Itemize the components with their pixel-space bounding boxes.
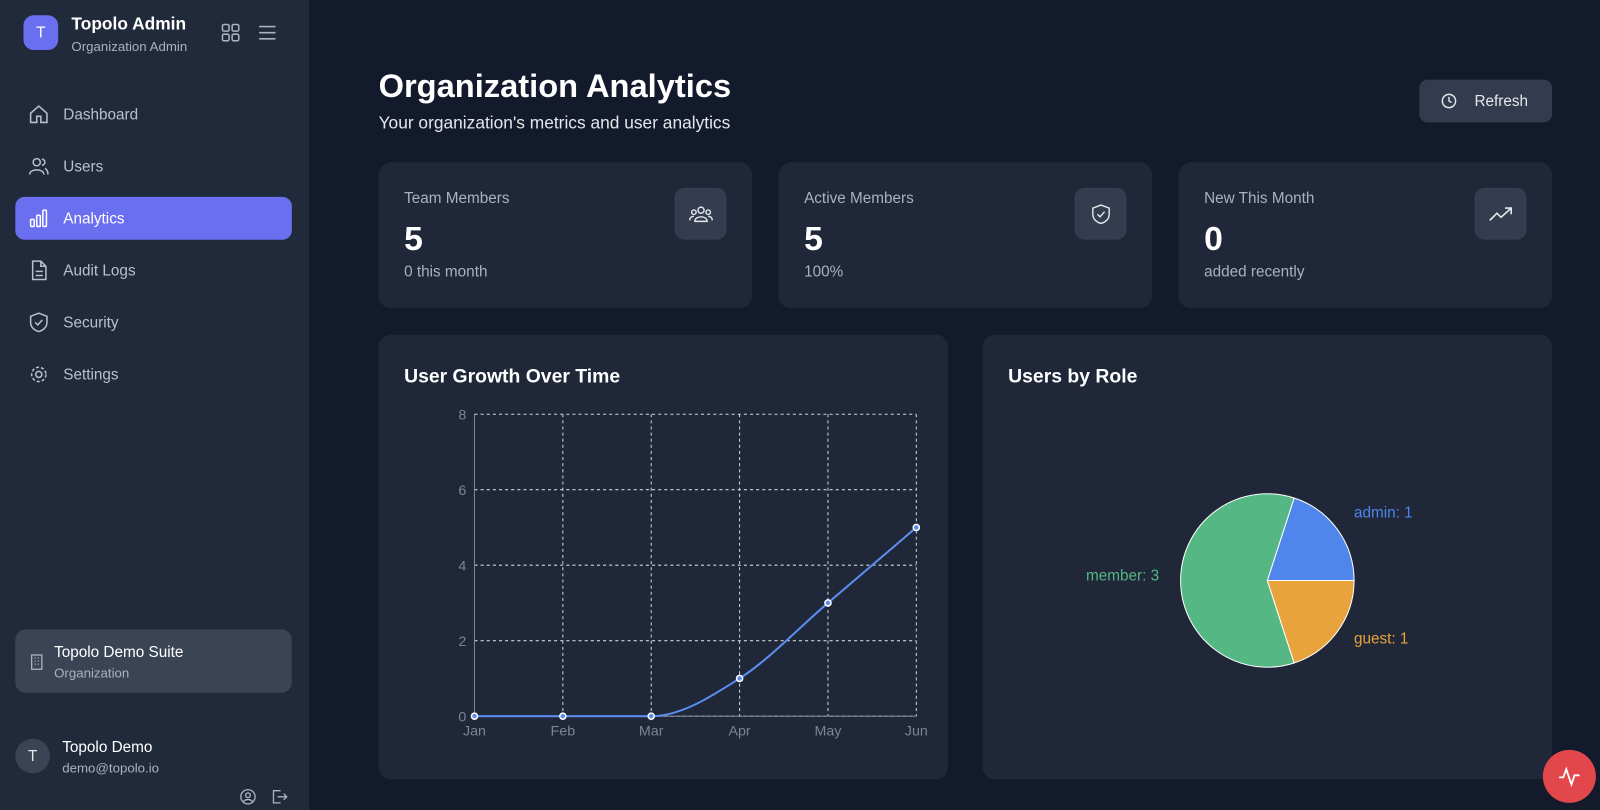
line bbox=[474, 526, 917, 718]
user-email: demo@topolo.io bbox=[62, 760, 160, 776]
stat-icon-box bbox=[1474, 187, 1527, 240]
page-title: Organization Analytics bbox=[378, 67, 732, 105]
point bbox=[559, 712, 567, 721]
x-tick-label: Feb bbox=[551, 724, 576, 740]
nav-item[interactable]: Analytics bbox=[15, 196, 292, 240]
y-tick-label: 0 bbox=[458, 709, 466, 725]
org-icon bbox=[30, 654, 43, 670]
slice-label: admin: 1 bbox=[1354, 505, 1413, 522]
refresh-label: Refresh bbox=[1474, 92, 1529, 110]
nav-item[interactable]: Audit Logs bbox=[15, 249, 292, 292]
logout-icon[interactable] bbox=[271, 789, 288, 805]
chart-title: User Growth Over Time bbox=[404, 366, 620, 388]
brand-subtitle: Organization Admin bbox=[71, 38, 188, 55]
line-chart: User Growth Over Time 0 2 4 6 8 Jan Feb Mar Apr Ma… bbox=[404, 366, 928, 740]
point bbox=[647, 712, 656, 721]
nav-icon bbox=[29, 209, 48, 228]
nav-item[interactable]: Security bbox=[15, 301, 292, 344]
refresh-button[interactable]: Refresh bbox=[1419, 79, 1553, 123]
nav-label: Dashboard bbox=[63, 105, 139, 123]
stat-label: Team Members bbox=[404, 189, 510, 208]
nav-item[interactable]: Users bbox=[15, 145, 292, 188]
page-subtitle: Your organization's metrics and user ana… bbox=[378, 113, 731, 133]
x-tick-label: May bbox=[814, 724, 842, 740]
y-tick-label: 8 bbox=[458, 407, 466, 423]
x-tick-label: Jan bbox=[463, 724, 486, 740]
stat-label: Active Members bbox=[804, 189, 914, 208]
nav-label: Security bbox=[63, 313, 119, 332]
point bbox=[735, 674, 744, 683]
stat-note: added recently bbox=[1204, 263, 1305, 281]
slice-label: guest: 1 bbox=[1354, 630, 1408, 647]
brand-title: Topolo Admin bbox=[71, 14, 187, 34]
nav-icon bbox=[31, 260, 47, 281]
pie-chart: Users by Role admin: 1 member: 3 guest: 1 bbox=[1008, 366, 1413, 668]
x-tick-label: Apr bbox=[728, 724, 750, 740]
nav-label: Settings bbox=[63, 365, 119, 384]
stat-icon-box bbox=[1074, 187, 1127, 240]
point bbox=[470, 712, 479, 721]
stat-note: 100% bbox=[804, 263, 844, 281]
point bbox=[824, 599, 832, 607]
menu-icon[interactable] bbox=[258, 24, 276, 40]
stat-value: 0 bbox=[1204, 219, 1223, 258]
pie-slice bbox=[1266, 497, 1355, 582]
trend-icon bbox=[1488, 206, 1512, 221]
stat-icon-box bbox=[674, 187, 727, 240]
nav-icon bbox=[29, 312, 48, 333]
pie-card: Users by Role admin: 1 member: 3 guest: 1 bbox=[982, 334, 1553, 780]
nav-label: Users bbox=[63, 157, 104, 175]
brand-avatar: T bbox=[23, 15, 59, 50]
nav-icon bbox=[29, 105, 48, 124]
nav-icon bbox=[28, 157, 49, 175]
nav-item[interactable]: Dashboard bbox=[15, 93, 292, 136]
shield-icon bbox=[1091, 203, 1110, 224]
stat-value: 5 bbox=[804, 219, 823, 258]
y-tick-label: 2 bbox=[458, 634, 466, 650]
sidebar: T Topolo Admin Organization Admin Dashbo… bbox=[0, 0, 310, 810]
pie-slice bbox=[1266, 579, 1355, 664]
x-tick-label: Mar bbox=[639, 724, 664, 740]
nav-item[interactable]: Settings bbox=[15, 353, 292, 396]
user-name: Topolo Demo bbox=[62, 738, 153, 756]
y-tick-label: 6 bbox=[458, 483, 466, 499]
profile-icon[interactable] bbox=[240, 788, 256, 805]
nav-label: Audit Logs bbox=[63, 261, 136, 280]
stat-value: 5 bbox=[404, 219, 423, 258]
x-tick-label: Jun bbox=[905, 724, 928, 740]
activity-button[interactable] bbox=[1542, 749, 1596, 803]
org-type: Organization bbox=[54, 665, 130, 681]
user-avatar: T bbox=[15, 738, 50, 774]
grid-icon[interactable] bbox=[221, 23, 240, 42]
point bbox=[912, 523, 921, 532]
org-card[interactable]: Topolo Demo Suite Organization bbox=[15, 629, 292, 693]
nav-label: Analytics bbox=[63, 209, 125, 227]
line-card: User Growth Over Time 0 2 4 6 8 Jan Feb Mar Apr Ma… bbox=[378, 334, 948, 780]
slice-label: member: 3 bbox=[1086, 567, 1159, 584]
nav-icon bbox=[30, 366, 47, 383]
activity-icon bbox=[1559, 766, 1580, 788]
team-icon bbox=[688, 205, 713, 222]
org-name: Topolo Demo Suite bbox=[54, 643, 184, 662]
stat-note: 0 this month bbox=[404, 263, 488, 281]
pie-slice bbox=[1180, 493, 1295, 668]
chart-title: Users by Role bbox=[1008, 366, 1137, 388]
y-tick-label: 4 bbox=[458, 558, 466, 574]
stat-label: New This Month bbox=[1204, 189, 1315, 208]
refresh-icon bbox=[1441, 93, 1457, 109]
